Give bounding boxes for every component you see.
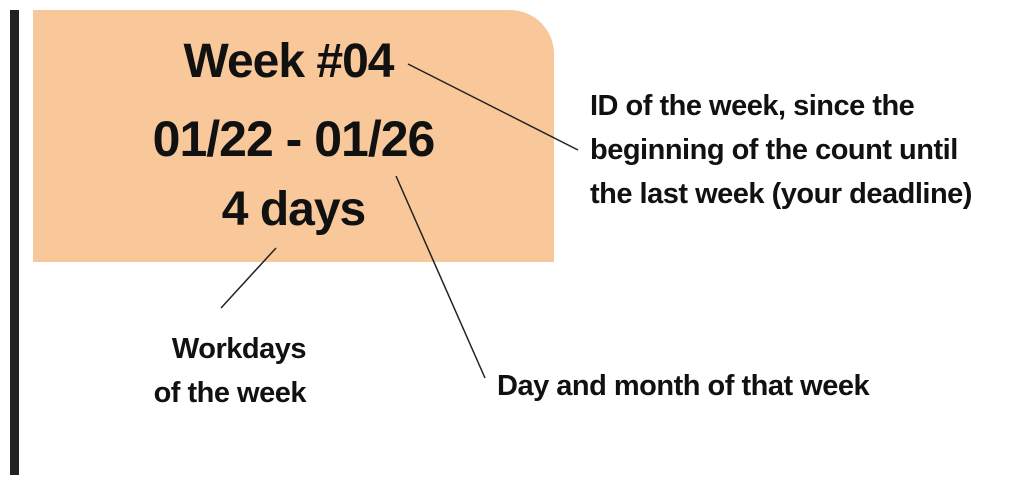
workdays-annotation: Workdays of the week — [120, 327, 307, 415]
week-id-annotation-line: ID of the week, since the — [590, 90, 915, 122]
timeline-bar — [10, 10, 19, 475]
week-card — [33, 10, 554, 262]
week-id-text: Week #04 — [183, 35, 395, 88]
workdays-text: 4 days — [221, 183, 366, 236]
date-annotation: Day and month of that week — [497, 370, 870, 402]
week-id-annotation-line: beginning of the count until — [590, 134, 958, 166]
week-id-annotation: ID of the week, since the beginning of t… — [590, 84, 972, 216]
date-leader — [395, 175, 486, 379]
workdays-annotation-line: of the week — [153, 377, 307, 409]
week-id-leader — [407, 63, 579, 151]
workdays-leader — [220, 247, 277, 309]
date-range-text: 01/22 - 01/26 — [152, 111, 436, 167]
workdays-annotation-line: Workdays — [171, 333, 307, 365]
week-id-annotation-line: the last week (your deadline) — [590, 178, 972, 210]
